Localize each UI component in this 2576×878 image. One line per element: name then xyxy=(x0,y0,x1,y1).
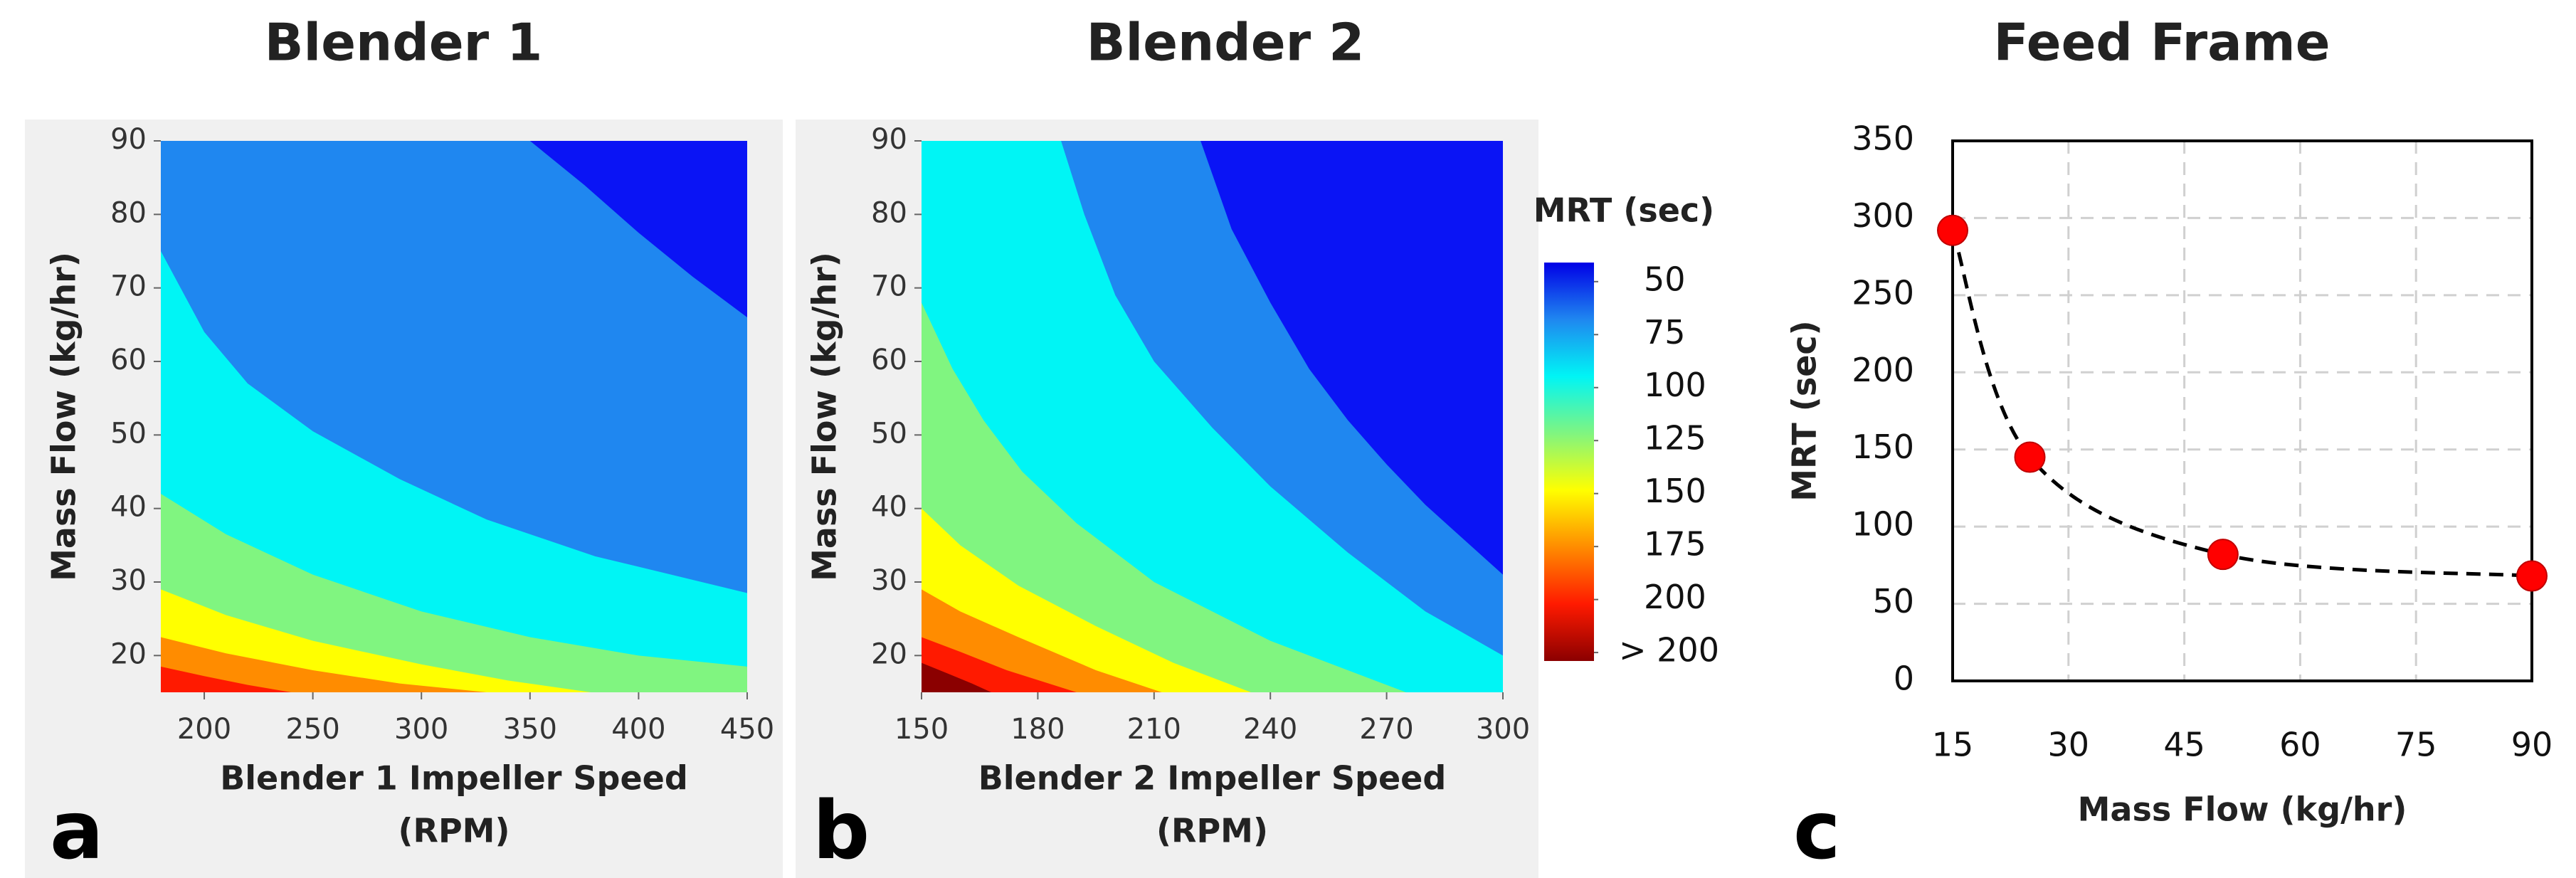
colorbar-tick-label: 50 xyxy=(1644,260,1686,298)
y-tick-label: 20 xyxy=(110,638,147,670)
panel-label: c xyxy=(1793,785,1840,877)
x-tick-label: 210 xyxy=(1127,713,1181,746)
x-axis-label: (RPM) xyxy=(398,812,510,850)
x-tick-label: 180 xyxy=(1010,713,1065,746)
colorbar-tick-label: 125 xyxy=(1644,419,1706,457)
contour-region xyxy=(161,666,292,692)
colorbar-tick-label: 100 xyxy=(1644,366,1706,404)
x-tick-label: 45 xyxy=(2163,726,2205,764)
y-tick-label: 80 xyxy=(871,196,907,229)
y-tick-label: 60 xyxy=(871,344,907,376)
contour-plot xyxy=(161,141,747,692)
y-tick-label: 40 xyxy=(871,491,907,524)
x-tick-label: 75 xyxy=(2395,726,2437,764)
x-axis-label: Blender 2 Impeller Speed xyxy=(978,759,1447,798)
y-tick-label: 70 xyxy=(110,270,147,303)
trend-line xyxy=(1951,229,2533,578)
y-tick-label: 200 xyxy=(1852,351,1914,389)
x-tick-label: 240 xyxy=(1243,713,1297,746)
y-tick-label: 20 xyxy=(871,638,907,670)
y-axis-label: Mass Flow (kg/hr) xyxy=(806,252,844,581)
x-axis-label: (RPM) xyxy=(1156,812,1268,850)
x-tick-label: 300 xyxy=(394,713,448,746)
data-point xyxy=(1937,214,1968,246)
colorbar-tick-label: 200 xyxy=(1644,578,1706,616)
y-axis-label: Mass Flow (kg/hr) xyxy=(45,252,83,581)
y-tick-label: 0 xyxy=(1894,660,1914,698)
y-tick-label: 350 xyxy=(1852,120,1914,158)
chart-title: Feed Frame xyxy=(1993,13,2330,73)
contour-region xyxy=(922,302,1406,692)
x-tick-label: 250 xyxy=(285,713,339,746)
y-tick-label: 90 xyxy=(871,123,907,156)
colorbar-tick-label: 175 xyxy=(1644,525,1706,564)
y-tick-label: 300 xyxy=(1852,196,1914,235)
contour-region xyxy=(922,637,1077,692)
y-axis-label: MRT (sec) xyxy=(1785,320,1824,501)
y-tick-label: 150 xyxy=(1852,428,1914,466)
x-tick-label: 15 xyxy=(1932,726,1974,764)
x-tick-label: 30 xyxy=(2048,726,2090,764)
colorbar-tick-label: > 200 xyxy=(1619,631,1719,670)
x-tick-label: 60 xyxy=(2279,726,2321,764)
y-tick-label: 100 xyxy=(1852,505,1914,544)
data-point xyxy=(2207,539,2239,571)
y-tick-label: 90 xyxy=(110,123,147,156)
y-tick-label: 40 xyxy=(110,491,147,524)
plot-frame xyxy=(1951,139,2533,682)
colorbar xyxy=(1544,263,1594,661)
x-tick-label: 300 xyxy=(1476,713,1530,746)
x-tick-label: 270 xyxy=(1359,713,1413,746)
contour-region xyxy=(922,662,992,692)
y-tick-label: 60 xyxy=(110,344,147,376)
x-tick-label: 350 xyxy=(503,713,557,746)
contour-plot xyxy=(922,141,1503,692)
y-tick-label: 30 xyxy=(871,564,907,597)
y-tick-label: 70 xyxy=(871,270,907,303)
y-tick-label: 250 xyxy=(1852,273,1914,312)
colorbar-tick-label: 75 xyxy=(1644,313,1686,351)
panel-label: b xyxy=(813,785,870,877)
y-tick-label: 50 xyxy=(1872,582,1914,620)
contour-region xyxy=(161,637,487,692)
y-tick-label: 30 xyxy=(110,564,147,597)
x-tick-label: 400 xyxy=(611,713,665,746)
chart-title: Blender 2 xyxy=(1087,13,1365,73)
data-point xyxy=(2516,560,2548,592)
x-tick-label: 90 xyxy=(2511,726,2553,764)
chart-title: Blender 1 xyxy=(265,13,543,73)
x-axis-label: Mass Flow (kg/hr) xyxy=(2078,790,2407,829)
panel-label: a xyxy=(50,785,104,877)
colorbar-title: MRT (sec) xyxy=(1534,191,1714,230)
data-point xyxy=(2014,441,2046,473)
y-tick-label: 80 xyxy=(110,196,147,229)
y-tick-label: 50 xyxy=(871,417,907,450)
y-tick-label: 50 xyxy=(110,417,147,450)
x-tick-label: 200 xyxy=(177,713,231,746)
x-tick-label: 450 xyxy=(720,713,774,746)
x-tick-label: 150 xyxy=(894,713,949,746)
x-axis-label: Blender 1 Impeller Speed xyxy=(220,759,688,798)
colorbar-tick-label: 150 xyxy=(1644,472,1706,510)
